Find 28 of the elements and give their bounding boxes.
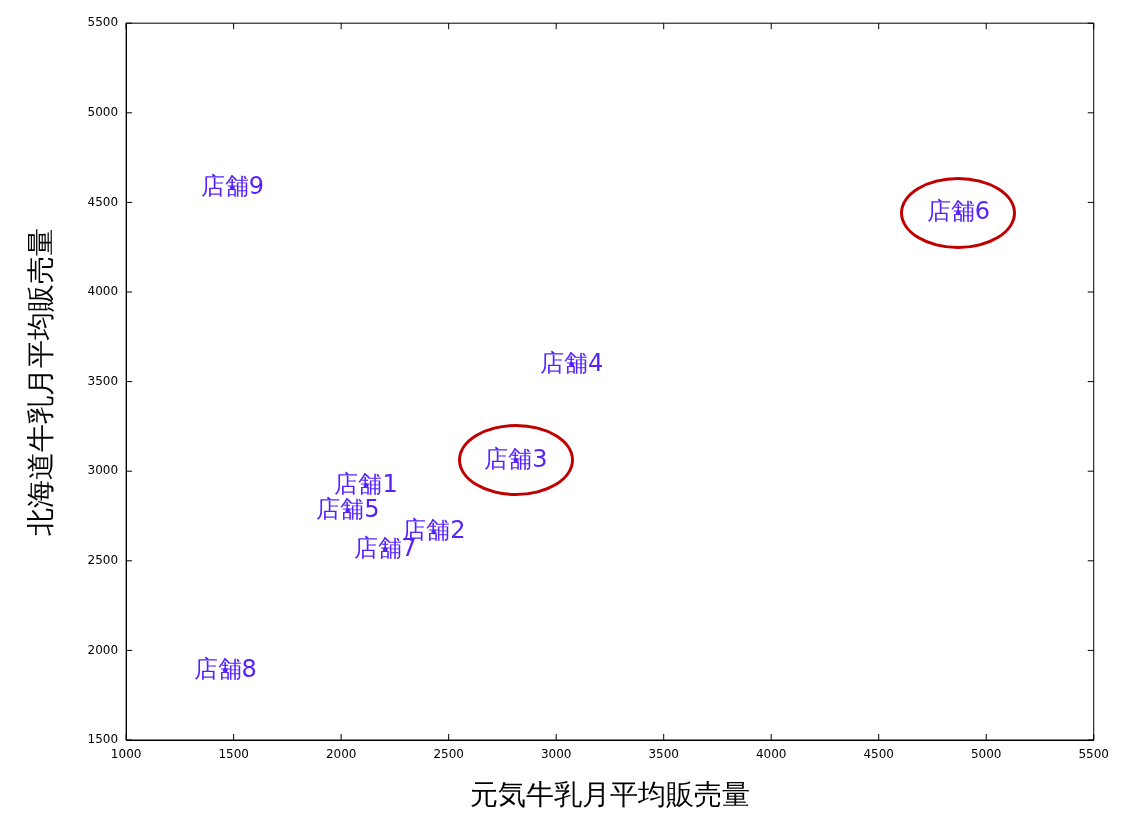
x-tick-label: 1000 bbox=[110, 747, 142, 762]
x-tick-label: 4000 bbox=[755, 747, 787, 762]
y-tick-label: 4000 bbox=[87, 284, 119, 299]
y-axis-title: 北海道牛乳月平均販売量 bbox=[24, 227, 58, 536]
data-label: 店舗1 bbox=[334, 469, 398, 498]
x-tick-label: 5000 bbox=[970, 747, 1002, 762]
y-tick-label: 3500 bbox=[87, 373, 119, 388]
x-tick-label: 4500 bbox=[863, 747, 894, 762]
data-label: 店舗3 bbox=[484, 444, 548, 473]
data-label: 店舗4 bbox=[540, 348, 604, 377]
x-tick-label: 1500 bbox=[218, 747, 249, 762]
x-tick-label: 2000 bbox=[325, 747, 357, 762]
y-tick-label: 2000 bbox=[87, 642, 119, 657]
data-label: 店舗5 bbox=[316, 495, 380, 524]
data-label: 店舗8 bbox=[193, 654, 257, 683]
x-axis-title: 元気牛乳月平均販売量 bbox=[469, 778, 750, 812]
x-tick-label: 3000 bbox=[540, 747, 572, 762]
y-tick-label: 4500 bbox=[87, 194, 119, 209]
x-tick-label: 3500 bbox=[648, 747, 679, 762]
y-tick-label: 3000 bbox=[87, 463, 119, 478]
data-label: 店舗6 bbox=[926, 197, 990, 226]
y-tick-label: 5500 bbox=[87, 15, 119, 30]
x-tick-label: 2500 bbox=[433, 747, 464, 762]
y-tick-label: 2500 bbox=[87, 552, 119, 567]
y-tick-label: 1500 bbox=[87, 732, 119, 747]
x-tick-label: 5500 bbox=[1078, 747, 1109, 762]
data-label: 店舗9 bbox=[200, 171, 264, 200]
y-tick-label: 5000 bbox=[87, 104, 119, 119]
